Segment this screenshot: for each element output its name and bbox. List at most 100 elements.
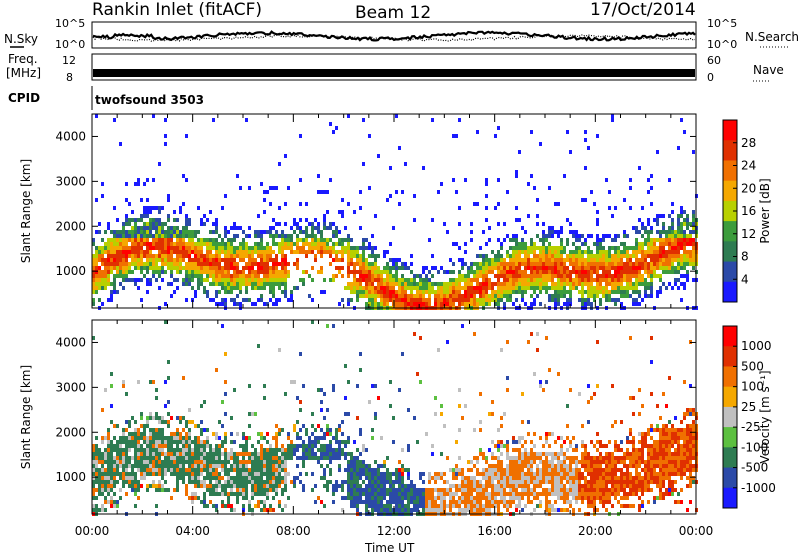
range-cell	[230, 298, 233, 302]
range-cell	[554, 270, 557, 274]
range-cell	[686, 218, 689, 222]
range-cell	[272, 186, 275, 190]
range-cell	[164, 404, 167, 408]
range-cell	[374, 508, 377, 512]
range-cell	[482, 492, 485, 496]
range-cell	[659, 234, 662, 238]
range-cell	[584, 242, 587, 246]
range-cell	[407, 472, 410, 476]
range-cell	[494, 282, 497, 286]
range-cell	[500, 476, 503, 480]
range-cell	[491, 504, 494, 508]
range-cell	[308, 246, 311, 250]
range-cell	[278, 460, 281, 464]
range-cell	[686, 270, 689, 274]
range-cell	[449, 496, 452, 500]
range-cell	[371, 298, 374, 302]
range-cell	[206, 258, 209, 262]
range-cell	[185, 270, 188, 274]
range-cell	[488, 492, 491, 496]
range-cell	[623, 198, 626, 202]
range-cell	[410, 262, 413, 266]
range-cell	[473, 476, 476, 480]
range-cell	[407, 468, 410, 472]
range-cell	[119, 444, 122, 448]
range-cell	[653, 250, 656, 254]
range-cell	[542, 254, 545, 258]
range-cell	[584, 258, 587, 262]
range-cell	[416, 298, 419, 302]
range-cell	[194, 440, 197, 444]
range-cell	[191, 230, 194, 234]
range-cell	[215, 488, 218, 492]
range-cell	[497, 444, 500, 448]
range-cell	[179, 206, 182, 210]
range-cell	[353, 476, 356, 480]
range-cell	[452, 298, 455, 302]
range-cell	[131, 242, 134, 246]
range-cell	[113, 476, 116, 480]
range-cell	[362, 254, 365, 258]
range-cell	[194, 246, 197, 250]
range-cell	[167, 198, 170, 202]
range-cell	[443, 492, 446, 496]
range-cell	[353, 270, 356, 274]
range-cell	[398, 290, 401, 294]
range-cell	[530, 464, 533, 468]
range-cell	[359, 492, 362, 496]
range-cell	[215, 246, 218, 250]
range-cell	[224, 452, 227, 456]
range-cell	[449, 298, 452, 302]
range-cell	[431, 266, 434, 270]
range-cell	[251, 496, 254, 500]
range-cell	[224, 432, 227, 436]
range-cell	[602, 266, 605, 270]
range-cell	[182, 202, 185, 206]
range-cell	[500, 274, 503, 278]
range-cell	[371, 262, 374, 266]
range-cell	[362, 270, 365, 274]
range-cell	[269, 266, 272, 270]
range-cell	[380, 484, 383, 488]
range-cell	[506, 270, 509, 274]
range-cell	[329, 238, 332, 242]
range-cell	[293, 480, 296, 484]
range-cell	[449, 278, 452, 282]
range-cell	[377, 278, 380, 282]
range-cell	[149, 452, 152, 456]
range-cell	[464, 294, 467, 298]
range-cell	[596, 218, 599, 222]
range-cell	[215, 452, 218, 456]
range-cell	[521, 460, 524, 464]
range-cell	[587, 246, 590, 250]
range-cell	[389, 266, 392, 270]
range-cell	[671, 286, 674, 290]
range-cell	[542, 492, 545, 496]
range-cell	[671, 250, 674, 254]
range-cell	[527, 432, 530, 436]
range-cell	[179, 266, 182, 270]
range-cell	[692, 238, 695, 242]
range-cell	[197, 496, 200, 500]
range-cell	[122, 278, 125, 282]
range-cell	[218, 270, 221, 274]
range-cell	[269, 444, 272, 448]
range-cell	[158, 484, 161, 488]
range-cell	[125, 182, 128, 186]
range-cell	[281, 488, 284, 492]
range-cell	[485, 500, 488, 504]
range-cell	[137, 234, 140, 238]
range-cell	[260, 452, 263, 456]
range-cell	[149, 472, 152, 476]
range-cell	[599, 238, 602, 242]
range-cell	[575, 246, 578, 250]
range-cell	[683, 238, 686, 242]
range-cell	[290, 246, 293, 250]
range-cell	[365, 484, 368, 488]
range-cell	[587, 278, 590, 282]
range-cell	[572, 254, 575, 258]
range-cell	[467, 278, 470, 282]
range-cell	[218, 274, 221, 278]
range-cell	[293, 262, 296, 266]
range-cell	[692, 246, 695, 250]
